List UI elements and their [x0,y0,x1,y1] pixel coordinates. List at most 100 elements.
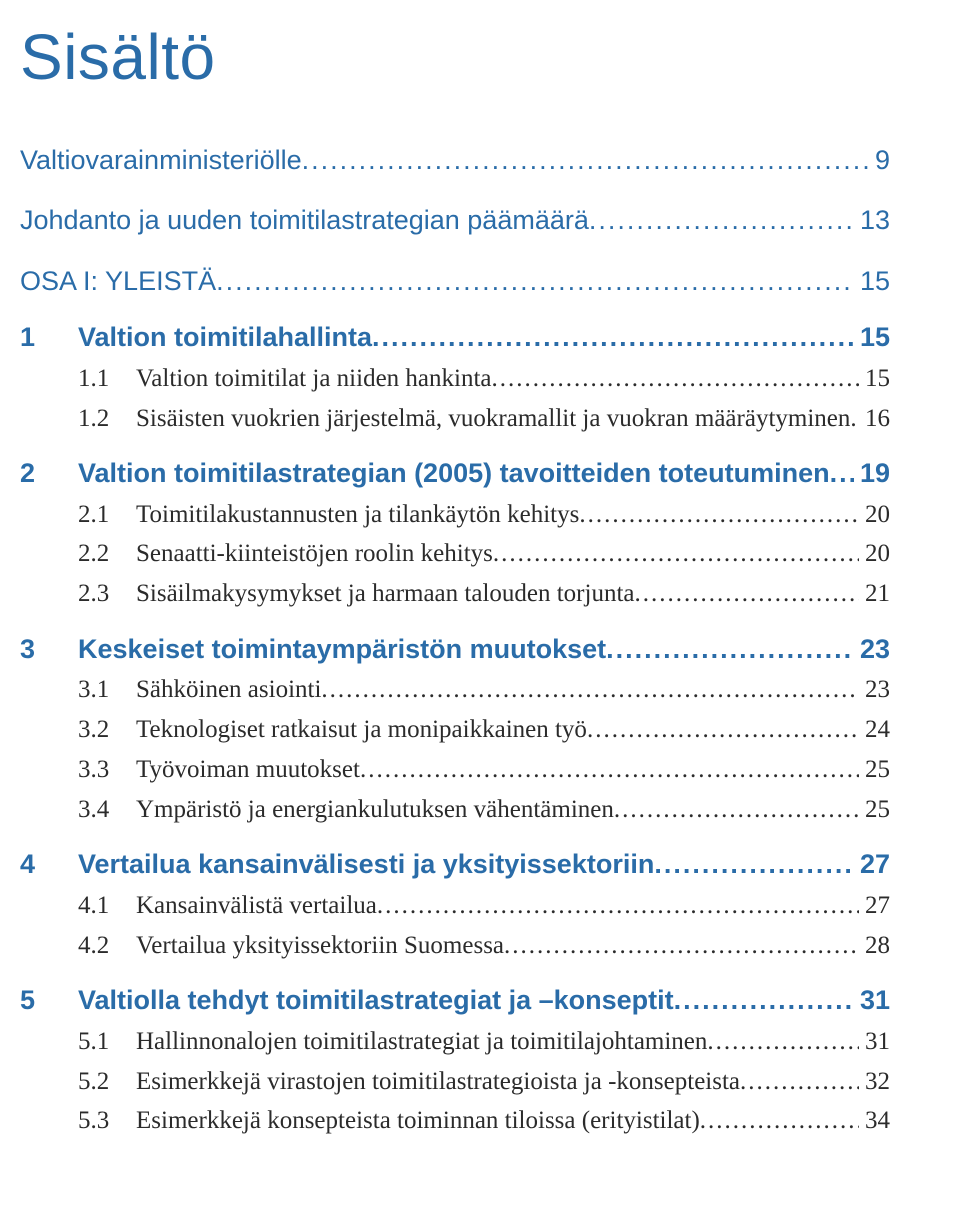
toc-entry: 5Valtiolla tehdyt toimitilastrategiat ja… [20,982,890,1018]
toc-leader: ........................................… [492,362,860,396]
toc-entry-label: Valtion toimitilat ja niiden hankinta [136,362,492,396]
toc-entry-number: 5.2 [78,1065,136,1099]
toc-entry-page: 27 [859,889,890,923]
toc-entry-page: 20 [859,498,890,532]
toc-entry: 2Valtion toimitilastrategian (2005) tavo… [20,455,890,491]
toc-entry: 1Valtion toimitilahallinta..............… [20,319,890,355]
toc-entry-label: Keskeiset toimintaympäristön muutokset [78,631,606,667]
toc-entry: Johdanto ja uuden toimitilastrategian pä… [20,202,890,238]
toc-leader: ........................................… [740,1065,859,1099]
toc-entry: 1.1Valtion toimitilat ja niiden hankinta… [20,362,890,396]
toc-leader: ........................................… [674,982,854,1018]
toc-entry-page: 15 [854,319,890,355]
toc-entry-number: 1 [20,319,78,355]
toc-entry-number: 2.1 [78,498,136,532]
toc-leader: ........................................… [614,793,859,827]
toc-entry-page: 9 [869,142,890,178]
toc-entry-page: 27 [854,846,890,882]
toc-entry: 2.3Sisäilmakysymykset ja harmaan taloude… [20,577,890,611]
toc-entry-page: 31 [854,982,890,1018]
toc-leader: ........................................… [830,455,854,491]
toc-entry-label: Sisäisten vuokrien järjestelmä, vuokrama… [136,402,850,436]
table-of-contents: Valtiovarainministeriölle...............… [20,142,890,1138]
toc-entry-label: Senaatti-kiinteistöjen roolin kehitys [136,537,493,571]
toc-entry-label: Sisäilmakysymykset ja harmaan talouden t… [136,577,635,611]
toc-entry-number: 3.1 [78,673,136,707]
toc-entry-label: Toimitilakustannusten ja tilankäytön keh… [136,498,579,532]
toc-entry: 4Vertailua kansainvälisesti ja yksityiss… [20,846,890,882]
toc-entry: 5.3Esimerkkejä konsepteista toiminnan ti… [20,1104,890,1138]
toc-entry-number: 3.2 [78,713,136,747]
toc-entry: OSA I: YLEISTÄ..........................… [20,263,890,299]
toc-leader: ........................................… [587,713,859,747]
toc-entry-page: 31 [859,1025,890,1059]
toc-leader: ........................................… [493,537,859,571]
toc-entry-label: Valtion toimitilahallinta [78,319,372,355]
toc-entry-page: 23 [854,631,890,667]
toc-entry: 3.3Työvoiman muutokset..................… [20,753,890,787]
toc-entry: 3.4Ympäristö ja energiankulutuksen vähen… [20,793,890,827]
toc-entry-label: Työvoiman muutokset [136,753,360,787]
toc-entry-page: 23 [859,673,890,707]
toc-entry: 5.1Hallinnonalojen toimitilastrategiat j… [20,1025,890,1059]
toc-entry-number: 1.2 [78,402,136,436]
doc-title: Sisältö [20,20,890,94]
toc-entry-label: Johdanto ja uuden toimitilastrategian pä… [20,202,589,238]
toc-entry-label: Vertailua yksityissektoriin Suomessa [136,929,504,963]
toc-entry: 2.1Toimitilakustannusten ja tilankäytön … [20,498,890,532]
toc-entry-label: Esimerkkejä konsepteista toiminnan tiloi… [136,1104,700,1138]
toc-entry-page: 15 [859,362,890,396]
page: Sisältö Valtiovarainministeriölle.......… [0,0,960,1178]
toc-entry-number: 2 [20,455,78,491]
toc-entry-label: Sähköinen asiointi [136,673,321,707]
toc-leader: ........................................… [579,498,859,532]
toc-entry-label: Valtiolla tehdyt toimitilastrategiat ja … [78,982,674,1018]
toc-entry-label: Hallinnonalojen toimitilastrategiat ja t… [136,1025,707,1059]
toc-entry-number: 3.3 [78,753,136,787]
toc-entry-label: Valtiovarainministeriölle [20,142,302,178]
toc-entry: 4.2Vertailua yksityissektoriin Suomessa.… [20,929,890,963]
toc-entry-page: 20 [859,537,890,571]
toc-entry-number: 4.1 [78,889,136,923]
toc-entry-number: 4 [20,846,78,882]
toc-leader: ........................................… [377,889,859,923]
toc-leader: ........................................… [302,142,869,178]
toc-leader: ........................................… [606,631,854,667]
toc-entry-number: 5 [20,982,78,1018]
toc-entry-page: 34 [859,1104,890,1138]
toc-leader: ........................................… [504,929,859,963]
toc-entry-page: 32 [859,1065,890,1099]
toc-entry-label: Valtion toimitilastrategian (2005) tavoi… [78,455,830,491]
toc-entry-number: 2.3 [78,577,136,611]
toc-leader: ........................................… [321,673,859,707]
toc-leader: ........................................… [216,263,854,299]
toc-entry-number: 1.1 [78,362,136,396]
toc-entry-page: 24 [859,713,890,747]
toc-entry: 1.2Sisäisten vuokrien järjestelmä, vuokr… [20,402,890,436]
toc-leader: ........................................… [635,577,860,611]
toc-leader: ........................................… [589,202,854,238]
toc-leader: ........................................… [372,319,854,355]
toc-entry-number: 4.2 [78,929,136,963]
toc-entry-label: Kansainvälistä vertailua [136,889,377,923]
toc-entry-label: Teknologiset ratkaisut ja monipaikkainen… [136,713,587,747]
toc-leader: ........................................… [707,1025,859,1059]
toc-entry-page: 28 [859,929,890,963]
toc-entry-label: Vertailua kansainvälisesti ja yksityisse… [78,846,654,882]
toc-entry-number: 5.1 [78,1025,136,1059]
toc-entry-label: OSA I: YLEISTÄ [20,263,216,299]
toc-entry-page: 25 [859,793,890,827]
toc-entry: 2.2Senaatti-kiinteistöjen roolin kehitys… [20,537,890,571]
toc-entry: 4.1Kansainvälistä vertailua.............… [20,889,890,923]
toc-leader: ........................................… [654,846,854,882]
toc-entry: 5.2Esimerkkejä virastojen toimitilastrat… [20,1065,890,1099]
toc-entry-page: 13 [854,202,890,238]
toc-entry-number: 3.4 [78,793,136,827]
toc-entry-page: 25 [859,753,890,787]
toc-entry-page: 15 [854,263,890,299]
toc-entry: 3.1Sähköinen asiointi...................… [20,673,890,707]
toc-entry-page: 19 [854,455,890,491]
toc-entry-number: 3 [20,631,78,667]
toc-entry-label: Esimerkkejä virastojen toimitilastrategi… [136,1065,740,1099]
toc-leader: ........................................… [700,1104,859,1138]
